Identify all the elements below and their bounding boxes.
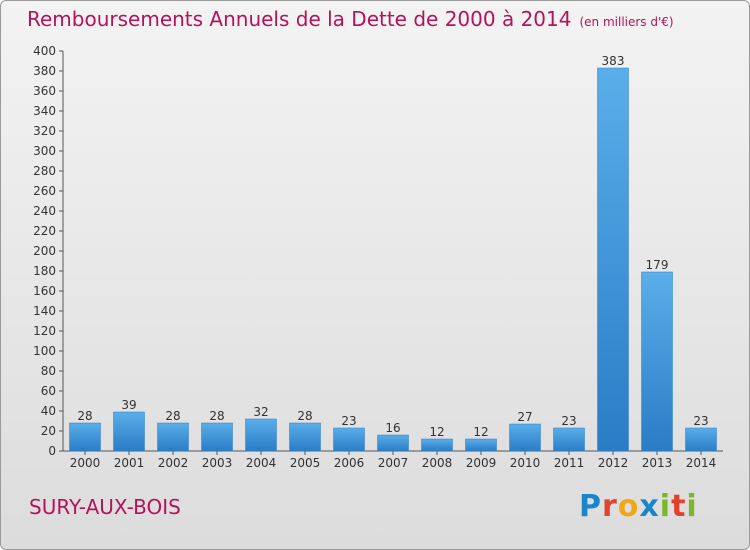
y-tick-label: 160	[33, 284, 56, 298]
x-tick-label: 2003	[202, 456, 233, 470]
bar-2000	[69, 422, 101, 452]
y-tick-label: 120	[33, 324, 56, 338]
chart-bars: 28 39 28 28 32 28 23 16 12 12 27 23 383 179 23	[69, 54, 717, 452]
y-tick-label: 0	[48, 444, 56, 458]
bar-2014	[685, 427, 717, 452]
bar-2010	[509, 423, 541, 452]
bar-2002	[157, 422, 189, 452]
y-tick-label: 240	[33, 204, 56, 218]
bar-value-label: 16	[385, 421, 400, 435]
y-tick-label: 280	[33, 164, 56, 178]
y-tick-label: 340	[33, 104, 56, 118]
x-tick-label: 2010	[510, 456, 541, 470]
x-tick-label: 2011	[554, 456, 585, 470]
y-tick-label: 380	[33, 64, 56, 78]
bar-value-label: 12	[473, 425, 488, 439]
y-tick-label: 400	[33, 44, 56, 58]
chart-title-text: Remboursements Annuels de la Dette de 20…	[27, 7, 572, 31]
x-tick-label: 2013	[642, 456, 673, 470]
y-tick-label: 140	[33, 304, 56, 318]
chart-subtitle: (en milliers d'€)	[579, 15, 674, 29]
x-tick-label: 2006	[334, 456, 365, 470]
proxiti-logo: Proxiti	[579, 489, 698, 524]
x-tick-label: 2014	[686, 456, 717, 470]
x-tick-label: 2004	[246, 456, 277, 470]
bar-value-label: 27	[517, 410, 532, 424]
y-tick-label: 200	[33, 244, 56, 258]
bar-2007	[377, 434, 409, 452]
x-tick-label: 2008	[422, 456, 453, 470]
y-tick-label: 260	[33, 184, 56, 198]
bar-value-label: 28	[77, 409, 92, 423]
chart-title: Remboursements Annuels de la Dette de 20…	[27, 7, 674, 31]
y-tick-label: 20	[41, 424, 56, 438]
bar-value-label: 23	[693, 414, 708, 428]
bar-value-label: 23	[561, 414, 576, 428]
y-tick-label: 360	[33, 84, 56, 98]
bar-2008	[421, 438, 453, 452]
x-tick-label: 2009	[466, 456, 497, 470]
chart-axes: 0 20 40 60 80 100 120 140 160 180 200 220 240 260 280 3…	[33, 44, 723, 470]
bar-value-label: 23	[341, 414, 356, 428]
bar-value-label: 28	[297, 409, 312, 423]
bar-value-label: 39	[121, 398, 136, 412]
bar-value-label: 383	[602, 54, 625, 68]
bar-value-label: 179	[646, 258, 669, 272]
x-tick-label: 2002	[158, 456, 189, 470]
x-tick-label: 2005	[290, 456, 321, 470]
y-tick-label: 180	[33, 264, 56, 278]
bar-2004	[245, 418, 277, 452]
x-tick-label: 2001	[114, 456, 145, 470]
x-tick-label: 2000	[70, 456, 101, 470]
bar-value-label: 32	[253, 405, 268, 419]
bar-2011	[553, 427, 585, 452]
y-tick-label: 300	[33, 144, 56, 158]
y-tick-label: 100	[33, 344, 56, 358]
bar-2012	[597, 67, 629, 452]
bar-value-label: 28	[209, 409, 224, 423]
bar-value-label: 12	[429, 425, 444, 439]
y-tick-label: 60	[41, 384, 56, 398]
x-tick-label: 2007	[378, 456, 409, 470]
bar-2009	[465, 438, 497, 452]
bar-2001	[113, 411, 145, 452]
y-tick-label: 320	[33, 124, 56, 138]
bar-value-label: 28	[165, 409, 180, 423]
y-tick-label: 220	[33, 224, 56, 238]
bar-2003	[201, 422, 233, 452]
y-tick-label: 40	[41, 404, 56, 418]
commune-name: SURY-AUX-BOIS	[29, 495, 181, 519]
bar-2013	[641, 271, 673, 452]
x-tick-label: 2012	[598, 456, 629, 470]
y-tick-label: 80	[41, 364, 56, 378]
bar-2005	[289, 422, 321, 452]
bar-2006	[333, 427, 365, 452]
